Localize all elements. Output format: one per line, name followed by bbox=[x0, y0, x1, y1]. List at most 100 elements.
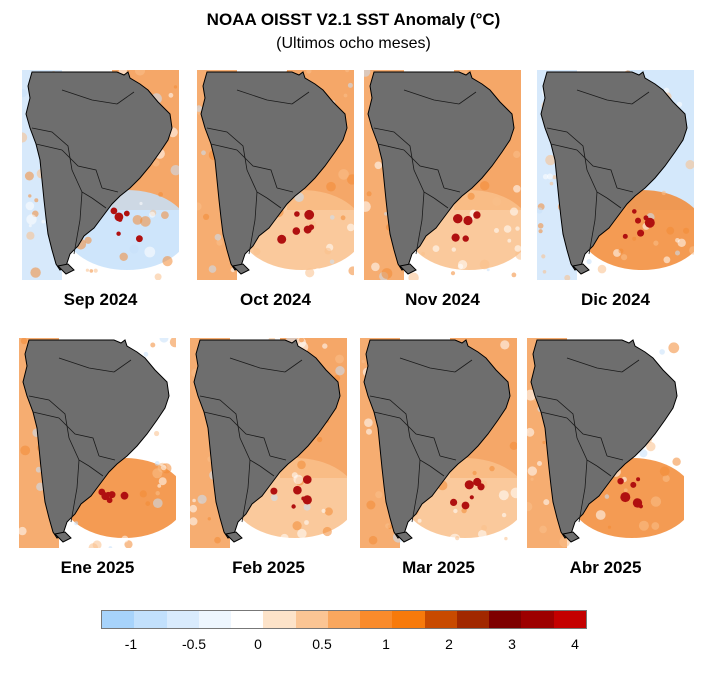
anomaly-speckle bbox=[92, 540, 102, 548]
panel-label: Ene 2025 bbox=[60, 558, 135, 577]
anomaly-speckle bbox=[510, 487, 517, 499]
country-border bbox=[606, 455, 624, 461]
country-border bbox=[241, 459, 251, 523]
colorbar-segment bbox=[456, 611, 490, 628]
country-border bbox=[58, 417, 100, 457]
hot-spot bbox=[638, 504, 643, 509]
anomaly-speckle bbox=[422, 262, 433, 274]
anomaly-speckle bbox=[338, 169, 349, 180]
anomaly-speckle bbox=[197, 494, 207, 504]
anomaly-speckle bbox=[662, 451, 669, 459]
anomaly-speckle bbox=[293, 474, 303, 485]
anomaly-speckle bbox=[161, 211, 169, 220]
hot-spot bbox=[462, 235, 469, 242]
anomaly-speckle bbox=[84, 236, 92, 244]
anomaly-speckle bbox=[26, 214, 37, 225]
anomaly-speckle bbox=[632, 236, 637, 241]
anomaly-speckle bbox=[646, 441, 656, 452]
map-subtitle: (Ultimos ocho meses) bbox=[276, 35, 431, 52]
country-border bbox=[631, 91, 650, 105]
country-border bbox=[116, 91, 135, 105]
hot-spot bbox=[632, 209, 637, 214]
map-panel bbox=[19, 338, 176, 548]
country-border bbox=[596, 465, 612, 477]
anomaly-speckle bbox=[22, 132, 28, 143]
anomaly-speckle bbox=[677, 357, 684, 368]
country-border bbox=[399, 417, 441, 457]
anomaly-speckle bbox=[408, 272, 419, 280]
south-america-land bbox=[540, 71, 688, 271]
hot-spot bbox=[108, 491, 116, 499]
anomaly-speckle bbox=[280, 533, 289, 543]
anomaly-speckle bbox=[503, 531, 508, 537]
anomaly-speckle bbox=[501, 512, 507, 518]
anomaly-speckle bbox=[385, 523, 391, 529]
country-border bbox=[248, 191, 258, 255]
anomaly-speckle bbox=[480, 181, 490, 191]
country-border bbox=[58, 357, 115, 373]
anomaly-speckle bbox=[348, 266, 354, 276]
anomaly-speckle bbox=[152, 159, 160, 167]
hot-spot bbox=[116, 231, 121, 236]
anomaly-speckle bbox=[542, 174, 549, 180]
anomaly-speckle bbox=[661, 190, 666, 196]
anomaly-speckle bbox=[511, 272, 517, 278]
colorbar-segment bbox=[392, 611, 425, 628]
anomaly-speckle bbox=[345, 70, 350, 73]
south-america-land bbox=[193, 339, 341, 539]
anomaly-speckle bbox=[685, 160, 694, 170]
anomaly-speckle bbox=[668, 342, 680, 354]
south-america-land bbox=[530, 339, 678, 539]
country-border bbox=[411, 459, 421, 523]
anomaly-speckle bbox=[364, 201, 371, 212]
anomaly-speckle bbox=[25, 201, 35, 211]
hot-spot bbox=[464, 480, 474, 490]
anomaly-speckle bbox=[676, 101, 683, 108]
anomaly-speckle bbox=[297, 460, 306, 470]
south-america-land bbox=[22, 339, 170, 539]
anomaly-speckle bbox=[595, 510, 606, 520]
anomaly-speckle bbox=[139, 490, 147, 498]
tierra-del-fuego bbox=[56, 263, 75, 275]
anomaly-speckle bbox=[453, 508, 458, 514]
anomaly-speckle bbox=[28, 224, 32, 228]
anomaly-speckle bbox=[509, 207, 519, 216]
country-border bbox=[98, 455, 116, 461]
anomaly-speckle bbox=[22, 89, 27, 98]
colorbar-tick-label: -0.5 bbox=[181, 636, 207, 652]
anomaly-speckle bbox=[607, 525, 612, 529]
anomaly-speckle bbox=[504, 536, 508, 541]
colorbar-tick-label: 1 bbox=[382, 636, 390, 652]
country-border bbox=[606, 197, 622, 209]
anomaly-speckle bbox=[481, 524, 487, 531]
anomaly-speckle bbox=[538, 229, 543, 234]
tierra-del-fuego bbox=[53, 531, 72, 543]
country-border bbox=[566, 417, 608, 457]
hot-spot bbox=[630, 481, 637, 488]
anomaly-speckle bbox=[545, 154, 556, 166]
anomaly-speckle bbox=[653, 240, 659, 246]
country-border bbox=[284, 359, 303, 373]
country-border bbox=[540, 411, 568, 419]
anomaly-speckle bbox=[321, 508, 326, 513]
hot-spot bbox=[644, 217, 655, 228]
anomaly-speckle bbox=[347, 223, 354, 232]
anomaly-speckle bbox=[129, 244, 139, 254]
anomaly-speckle bbox=[586, 259, 592, 265]
anomaly-speckle bbox=[324, 507, 333, 516]
colorbar-segment bbox=[424, 611, 457, 628]
anomaly-speckle bbox=[549, 181, 554, 186]
hot-spot bbox=[637, 229, 645, 237]
anomaly-speckle bbox=[149, 211, 156, 218]
anomaly-speckle bbox=[564, 274, 571, 280]
anomaly-speckle bbox=[108, 546, 113, 548]
anomaly-speckle bbox=[498, 490, 509, 501]
anomaly-speckle bbox=[150, 342, 156, 348]
hot-spot bbox=[294, 211, 300, 217]
country-border bbox=[229, 417, 271, 457]
anomaly-speckle bbox=[139, 201, 143, 206]
anomaly-speckle bbox=[623, 488, 628, 493]
anomaly-speckle bbox=[489, 465, 495, 472]
anomaly-speckle bbox=[455, 536, 460, 541]
tierra-del-fuego bbox=[394, 531, 413, 543]
